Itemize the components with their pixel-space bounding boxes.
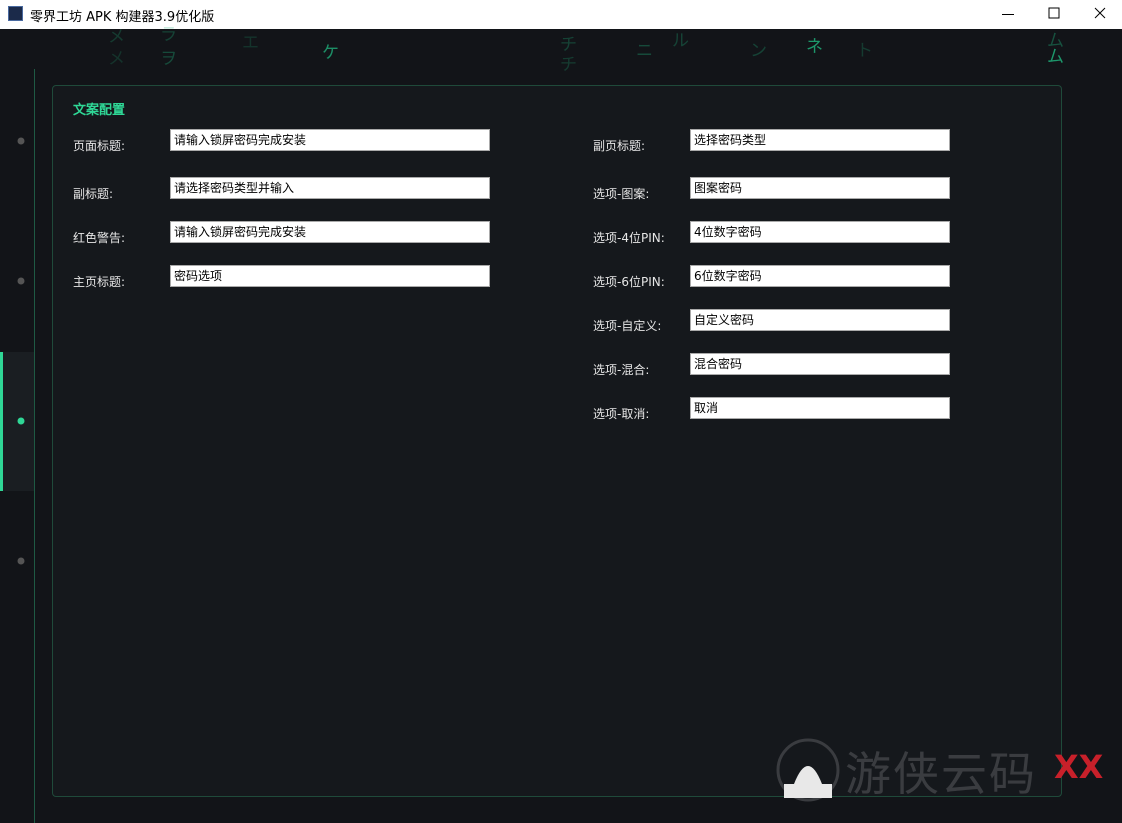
watermark-text: 游侠云码 [845,747,1037,801]
matrix-char: ト [856,41,873,61]
section-title: 文案配置 [73,103,126,118]
text-input[interactable]: 4位数字密码 [690,221,950,243]
matrix-char: ネ [806,37,823,57]
matrix-char: ム [1047,31,1064,51]
matrix-char: エ [242,33,259,53]
active-indicator [0,352,3,491]
text-input[interactable]: 请输入锁屏密码完成安装 [170,129,490,151]
text-input[interactable]: 选择密码类型 [690,129,950,151]
field-label: 选项-图案: [593,187,650,201]
title-bar: 零界工坊 APK 构建器3.9优化版 [0,0,1122,29]
field-label: 选项-取消: [593,407,650,421]
matrix-char: ラ [160,25,177,45]
text-input[interactable]: 请输入锁屏密码完成安装 [170,221,490,243]
config-panel [52,85,1062,797]
text-input[interactable]: 自定义密码 [690,309,950,331]
matrix-char: メ [108,49,125,69]
sidebar [0,69,35,823]
nav-dot-active[interactable] [17,417,25,425]
nav-dot[interactable] [17,557,25,565]
watermark-mark: XX [1054,748,1104,786]
app-icon [8,6,23,21]
maximize-button[interactable] [1048,7,1060,19]
field-label: 红色警告: [73,231,126,245]
field-label: 选项-6位PIN: [593,275,665,289]
close-button[interactable] [1094,7,1106,19]
matrix-char: チ [560,55,577,75]
text-input[interactable]: 密码选项 [170,265,490,287]
matrix-char: メ [108,27,125,47]
field-label: 选项-混合: [593,363,650,377]
field-label: 主页标题: [73,275,126,289]
matrix-char: チ [560,35,577,55]
text-input[interactable]: 6位数字密码 [690,265,950,287]
field-label: 页面标题: [73,139,126,153]
field-label: 选项-自定义: [593,319,662,333]
watermark-logo [776,738,840,802]
matrix-char: ム [1047,47,1064,67]
matrix-char: ヲ [160,49,177,69]
field-label: 副页标题: [593,139,646,153]
matrix-char: ニ [636,41,653,61]
matrix-char: ン [750,41,767,61]
nav-dot[interactable] [17,137,25,145]
text-input[interactable]: 图案密码 [690,177,950,199]
window-title: 零界工坊 APK 构建器3.9优化版 [30,10,215,25]
active-item-bg [0,352,34,491]
text-input[interactable]: 取消 [690,397,950,419]
window-controls [1002,7,1106,19]
text-input[interactable]: 请选择密码类型并输入 [170,177,490,199]
matrix-char: ル [672,31,689,51]
text-input[interactable]: 混合密码 [690,353,950,375]
field-label: 选项-4位PIN: [593,231,665,245]
nav-dot[interactable] [17,277,25,285]
field-label: 副标题: [73,187,114,201]
matrix-char: ケ [322,43,339,63]
